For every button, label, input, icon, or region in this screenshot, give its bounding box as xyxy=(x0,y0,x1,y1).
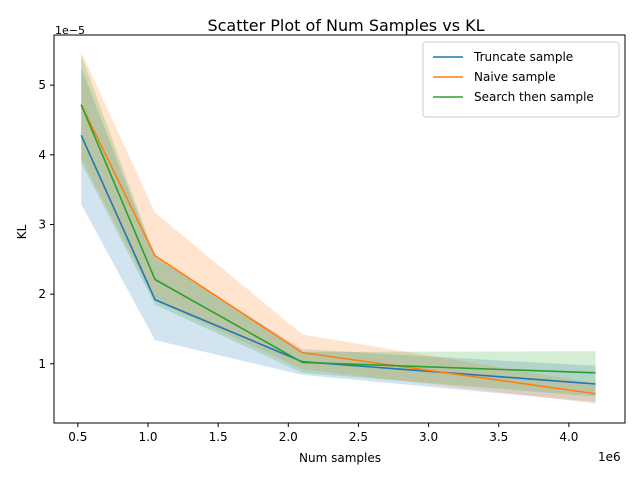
legend-label-2: Naive sample xyxy=(474,70,556,84)
confidence-band-2 xyxy=(81,51,596,404)
x-tick-label: 1.5 xyxy=(209,430,228,444)
legend-label-1: Truncate sample xyxy=(473,50,573,64)
x-tick-label: 0.5 xyxy=(68,430,87,444)
legend-label-3: Search then sample xyxy=(474,90,594,104)
series-line-3 xyxy=(80,104,596,374)
plot-frame xyxy=(53,34,626,424)
chart-title: Scatter Plot of Num Samples vs KL xyxy=(207,16,484,35)
y-tick-label: 3 xyxy=(38,217,46,231)
y-offset-label: 1e−5 xyxy=(55,24,85,37)
legend-box xyxy=(422,41,620,118)
x-axis-label: Num samples xyxy=(299,451,381,465)
x-tick-label: 3.0 xyxy=(419,430,438,444)
y-axis-label: KL xyxy=(15,224,29,239)
x-tick-label: 2.5 xyxy=(349,430,368,444)
y-tick-label: 2 xyxy=(38,287,46,301)
confidence-band-1 xyxy=(81,67,596,403)
x-tick-label: 3.5 xyxy=(489,430,508,444)
legend: Truncate sample Naive sample Search then s… xyxy=(422,41,620,118)
x-offset-label: 1e6 xyxy=(598,450,621,464)
series-line-2 xyxy=(80,104,596,395)
y-tick-label: 5 xyxy=(38,78,46,92)
x-tick-label: 4.0 xyxy=(559,430,578,444)
x-tick-label: 2.0 xyxy=(279,430,298,444)
y-tick-label: 4 xyxy=(38,148,46,162)
x-tick-label: 1.0 xyxy=(138,430,157,444)
y-tick-label: 1 xyxy=(38,357,46,371)
